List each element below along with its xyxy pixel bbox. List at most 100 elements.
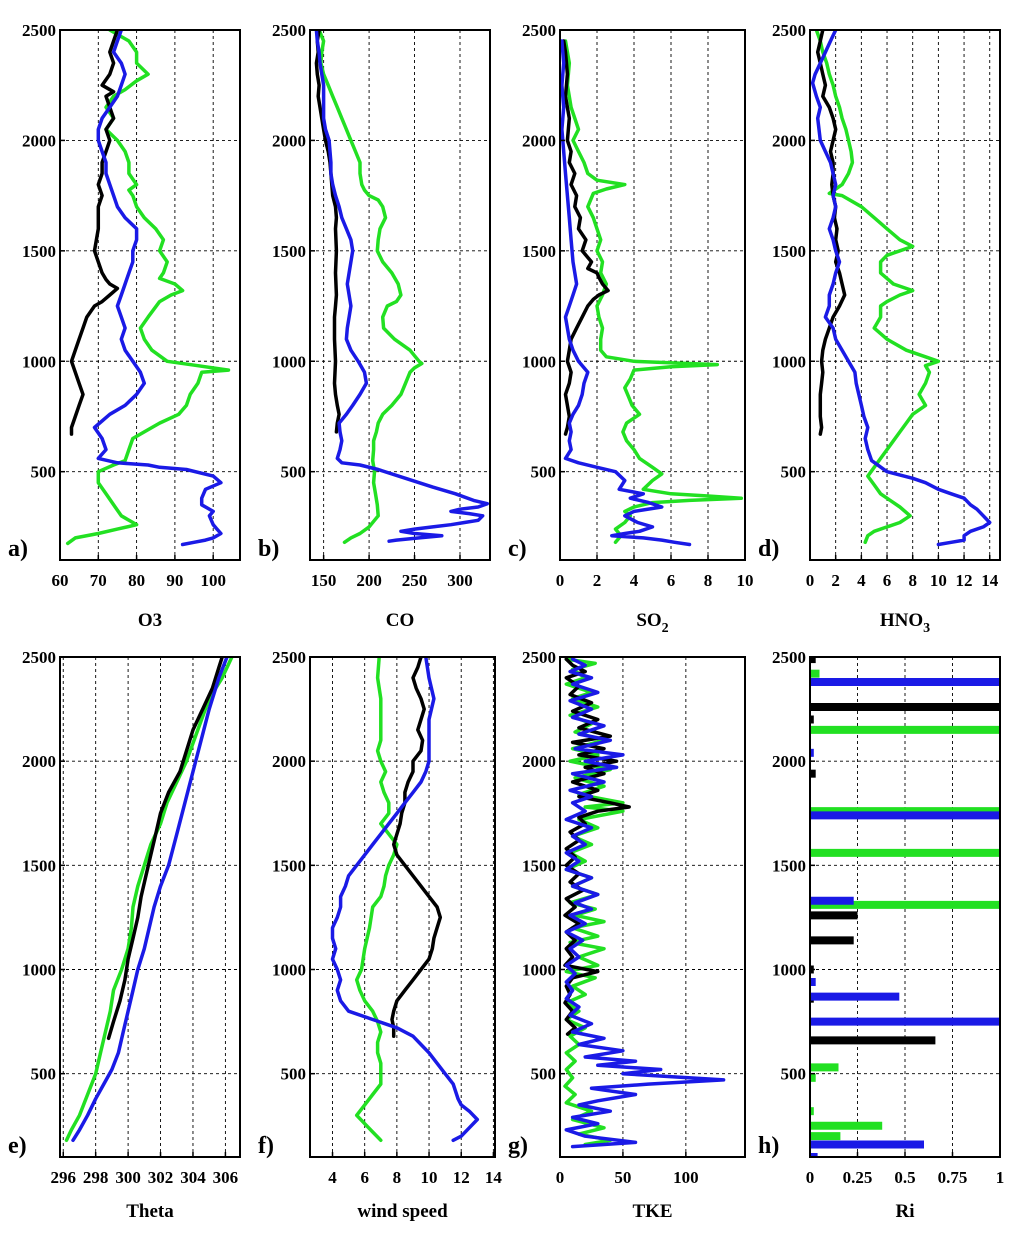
x-axis-label: SO2: [636, 610, 668, 636]
series-line-black: [106, 657, 224, 1041]
x-axis-label: Ri: [896, 1201, 915, 1222]
x-tick-label: 6: [667, 571, 676, 590]
y-tick-label: 500: [281, 1065, 307, 1084]
series-line-black: [390, 657, 443, 1038]
y-tick-label: 1500: [772, 242, 806, 261]
series-line-blue: [330, 657, 480, 1143]
series-line-black: [815, 30, 847, 436]
plot-frame: [559, 656, 746, 1158]
x-tick-label: 12: [956, 571, 973, 590]
plot-frame: [59, 29, 241, 561]
x-tick-label: 0: [806, 1168, 815, 1187]
x-tick-label: 70: [90, 571, 107, 590]
x-tick-label: 100: [673, 1168, 699, 1187]
x-tick-label: 10: [737, 571, 754, 590]
panel-letter: b): [258, 536, 279, 562]
plot-area: [65, 30, 231, 547]
x-tick-label: 302: [148, 1168, 174, 1187]
y-tick-label: 2000: [272, 752, 306, 771]
x-tick-label: 10: [421, 1168, 438, 1187]
y-tick-label: 2000: [22, 752, 56, 771]
series-line-blue: [92, 30, 223, 547]
x-tick-label: 90: [166, 571, 183, 590]
panel-b: 500 1000 1500 2000 2500 150 200 250 300 CO b): [258, 21, 491, 631]
y-tick-label: 500: [31, 463, 57, 482]
x-tick-label: 2: [593, 571, 602, 590]
plot-area: [810, 657, 1000, 1157]
y-tick-label: 1500: [772, 856, 806, 875]
x-axis-label: Theta: [126, 1201, 174, 1222]
series-line-black: [69, 30, 120, 436]
y-tick-label: 1500: [22, 242, 56, 261]
series-line-blue: [71, 657, 229, 1143]
y-tick-label: 1000: [772, 352, 806, 371]
y-tick-label: 1500: [22, 856, 56, 875]
panel-d: 500 1000 1500 2000 2500 0 2 4 6 8 10 12 14 HNO3 d): [758, 21, 1001, 636]
plot-area: [330, 657, 480, 1143]
panel-h: 500 1000 1500 2000 2500 0 0.25 0.5 0.75 1 Ri h): [758, 648, 1004, 1222]
panel-letter: c): [508, 536, 527, 562]
x-tick-label: 100: [200, 571, 226, 590]
x-tick-label: 0.75: [938, 1168, 968, 1187]
x-tick-label: 298: [83, 1168, 109, 1187]
series-line-blue: [560, 39, 692, 547]
plot-area: [314, 30, 490, 545]
series-line-blue: [564, 657, 726, 1149]
plot-frame: [309, 656, 496, 1158]
y-tick-label: 2000: [272, 131, 306, 150]
x-tick-label: 12: [453, 1168, 470, 1187]
plot-area: [810, 30, 992, 547]
y-tick-label: 1000: [272, 961, 306, 980]
x-tick-label: 0: [556, 1168, 565, 1187]
y-tick-label: 2500: [522, 21, 556, 40]
x-axis-label: TKE: [632, 1201, 672, 1222]
y-tick-label: 2500: [272, 648, 306, 667]
y-tick-label: 500: [781, 463, 807, 482]
plot-frame: [59, 656, 241, 1158]
panel-letter: a): [8, 536, 28, 562]
panel-letter: d): [758, 536, 779, 562]
x-tick-label: 4: [630, 571, 639, 590]
x-tick-label: 8: [393, 1168, 402, 1187]
x-tick-label: 14: [485, 1168, 503, 1187]
x-tick-label: 6: [883, 571, 892, 590]
x-axis-label: wind speed: [357, 1201, 448, 1222]
plot-frame: [809, 29, 1001, 561]
plot-area: [563, 657, 726, 1149]
x-tick-label: 0: [556, 571, 565, 590]
y-tick-label: 2500: [522, 648, 556, 667]
y-tick-label: 2500: [22, 648, 56, 667]
x-tick-label: 306: [213, 1168, 239, 1187]
y-tick-label: 2500: [22, 21, 56, 40]
y-tick-label: 500: [531, 1065, 557, 1084]
x-tick-label: 2: [831, 571, 840, 590]
x-tick-label: 250: [402, 571, 428, 590]
series-line-green: [814, 30, 941, 545]
x-tick-label: 200: [356, 571, 382, 590]
panel-letter: h): [758, 1133, 779, 1159]
y-tick-label: 1000: [522, 961, 556, 980]
series-line-green: [563, 39, 744, 545]
panel-c: 500 1000 1500 2000 2500 0 2 4 6 8 10 SO2 c): [508, 21, 754, 636]
panel-f: 500 1000 1500 2000 2500 4 6 8 10 12 14 wind speed f): [258, 648, 502, 1222]
y-tick-label: 500: [31, 1065, 57, 1084]
x-tick-label: 50: [614, 1168, 631, 1187]
y-tick-label: 500: [531, 463, 557, 482]
y-tick-label: 2000: [772, 131, 806, 150]
plot-area: [560, 39, 744, 547]
x-tick-label: 6: [360, 1168, 369, 1187]
x-axis-label: O3: [138, 610, 162, 631]
panel-e: 500 1000 1500 2000 2500 296 298 300 302 304 306 The…: [8, 648, 241, 1222]
series-line-blue: [314, 30, 490, 543]
series-line-black: [314, 30, 341, 434]
x-tick-label: 300: [115, 1168, 141, 1187]
x-axis-label: CO: [386, 610, 415, 631]
x-tick-label: 14: [981, 571, 999, 590]
y-tick-label: 2000: [522, 752, 556, 771]
plot-frame: [309, 29, 491, 561]
y-tick-label: 2000: [772, 752, 806, 771]
x-tick-label: 0.5: [894, 1168, 915, 1187]
x-tick-label: 8: [704, 571, 713, 590]
x-tick-label: 10: [930, 571, 947, 590]
